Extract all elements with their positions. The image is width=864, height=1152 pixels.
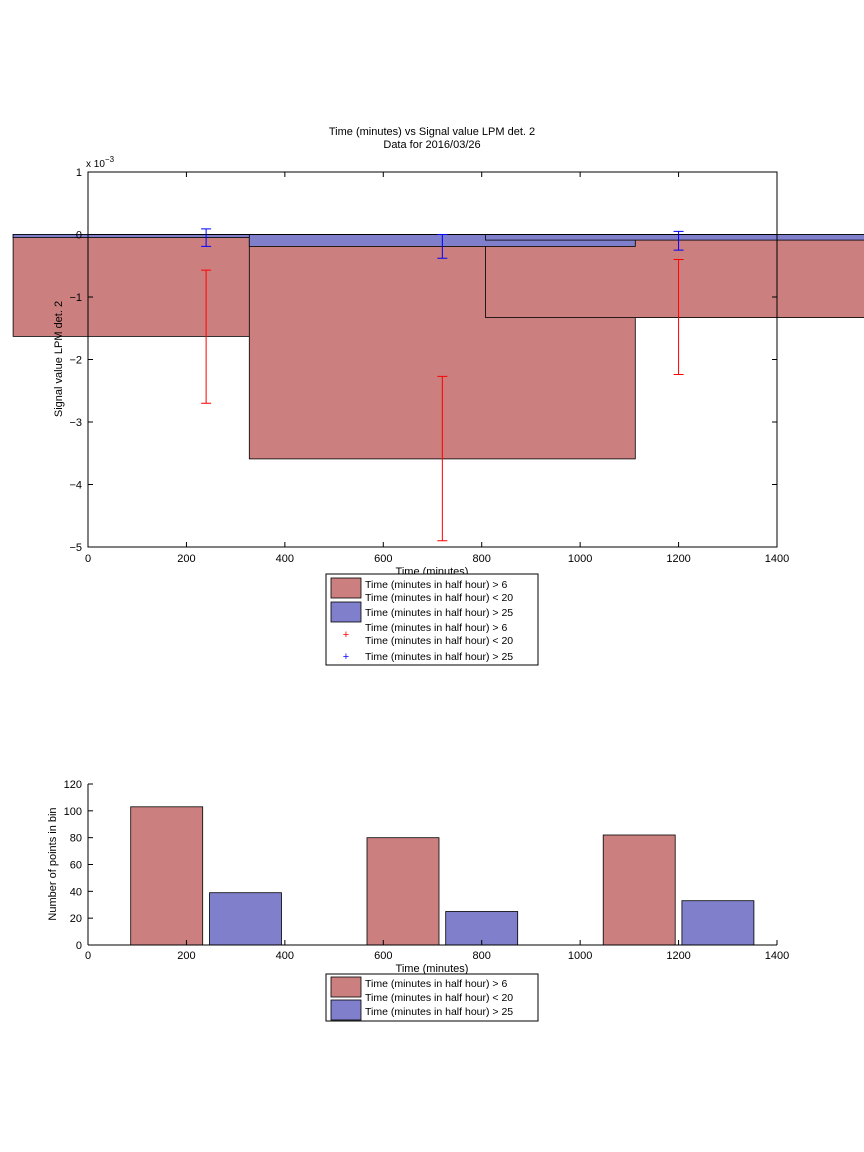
y-tick-label: −1	[69, 292, 82, 304]
x-tick-label: 0	[85, 553, 91, 565]
ticks: 0 200 400 600 800 1000 1200 1400 0 20 40 60 80 100 120	[64, 779, 790, 962]
x-tick-label: 1400	[765, 950, 789, 962]
y-tick-label: −3	[69, 417, 82, 429]
legend-swatch-red	[330, 577, 362, 599]
x-tick-label: 200	[177, 553, 195, 565]
legend-swatch-blue	[330, 601, 362, 623]
y-tick-label: −2	[69, 355, 82, 367]
y-tick-label: 40	[70, 886, 82, 898]
y-exponent-label: x 10−3	[86, 155, 115, 170]
chart-title: Time (minutes) vs Signal value LPM det. …	[329, 126, 535, 138]
legend-label: Time (minutes in half hour) > 25	[365, 651, 513, 663]
bar	[445, 911, 519, 946]
x-tick-label: 800	[473, 950, 491, 962]
y-exponent-power: −3	[105, 155, 115, 164]
x-tick-label: 1200	[666, 553, 690, 565]
error-bars	[201, 228, 684, 542]
legend-label: Time (minutes in half hour) > 25	[365, 1006, 513, 1018]
legend-swatch-red	[330, 976, 362, 998]
bar	[130, 806, 204, 946]
legend: Time (minutes in half hour) > 6 Time (mi…	[325, 573, 539, 666]
signal-chart: Time (minutes) vs Signal value LPM det. …	[12, 126, 864, 666]
legend-label: Time (minutes in half hour) > 6	[365, 579, 507, 591]
bar	[681, 900, 755, 946]
chart-subtitle: Data for 2016/03/26	[383, 139, 480, 151]
x-tick-label: 1000	[568, 553, 592, 565]
legend-label: Time (minutes in half hour) > 6	[365, 978, 507, 990]
y-tick-label: 100	[64, 806, 82, 818]
x-tick-label: 600	[374, 553, 392, 565]
bar	[485, 234, 864, 318]
y-tick-label: 0	[76, 940, 82, 952]
x-axis-label: Time (minutes)	[396, 963, 469, 975]
x-tick-label: 800	[473, 553, 491, 565]
y-tick-label: 60	[70, 860, 82, 872]
x-tick-label: 1000	[568, 950, 592, 962]
y-tick-label: 0	[76, 230, 82, 242]
bar	[209, 892, 282, 946]
x-tick-label: 1200	[666, 950, 690, 962]
legend-marker-red: +	[343, 629, 349, 641]
legend-label: Time (minutes in half hour) > 6	[365, 622, 507, 634]
y-axis-label: Number of points in bin	[47, 807, 59, 920]
count-chart: 0 200 400 600 800 1000 1200 1400 0 20 40 60 80 100 120…	[47, 779, 790, 1022]
x-tick-label: 1400	[765, 553, 789, 565]
y-tick-label: −5	[69, 542, 82, 554]
y-tick-label: 120	[64, 779, 82, 791]
x-tick-label: 400	[276, 950, 294, 962]
x-tick-label: 0	[85, 950, 91, 962]
bars	[12, 234, 864, 460]
legend-label: Time (minutes in half hour) < 20	[365, 992, 513, 1004]
y-tick-label: 20	[70, 913, 82, 925]
legend-swatch-blue	[330, 999, 362, 1021]
y-tick-label: 80	[70, 833, 82, 845]
y-exponent-base: x 10	[86, 159, 105, 170]
y-axis-label: Signal value LPM det. 2	[53, 301, 65, 417]
bars	[130, 806, 755, 946]
legend-label: Time (minutes in half hour) > 25	[365, 607, 513, 619]
bar	[366, 837, 440, 946]
bar	[602, 834, 676, 946]
ticks: 0 200 400 600 800 1000 1200 1400 1 0 −1 −2 −3 −4 −5	[69, 167, 789, 565]
legend-label: Time (minutes in half hour) < 20	[365, 635, 513, 647]
x-tick-label: 600	[374, 950, 392, 962]
legend: Time (minutes in half hour) > 6 Time (mi…	[325, 973, 539, 1022]
x-tick-label: 400	[276, 553, 294, 565]
y-tick-label: −4	[69, 480, 82, 492]
bar	[485, 234, 864, 241]
legend-label: Time (minutes in half hour) < 20	[365, 592, 513, 604]
y-tick-label: 1	[76, 167, 82, 179]
legend-marker-blue: +	[343, 651, 349, 663]
x-tick-label: 200	[177, 950, 195, 962]
